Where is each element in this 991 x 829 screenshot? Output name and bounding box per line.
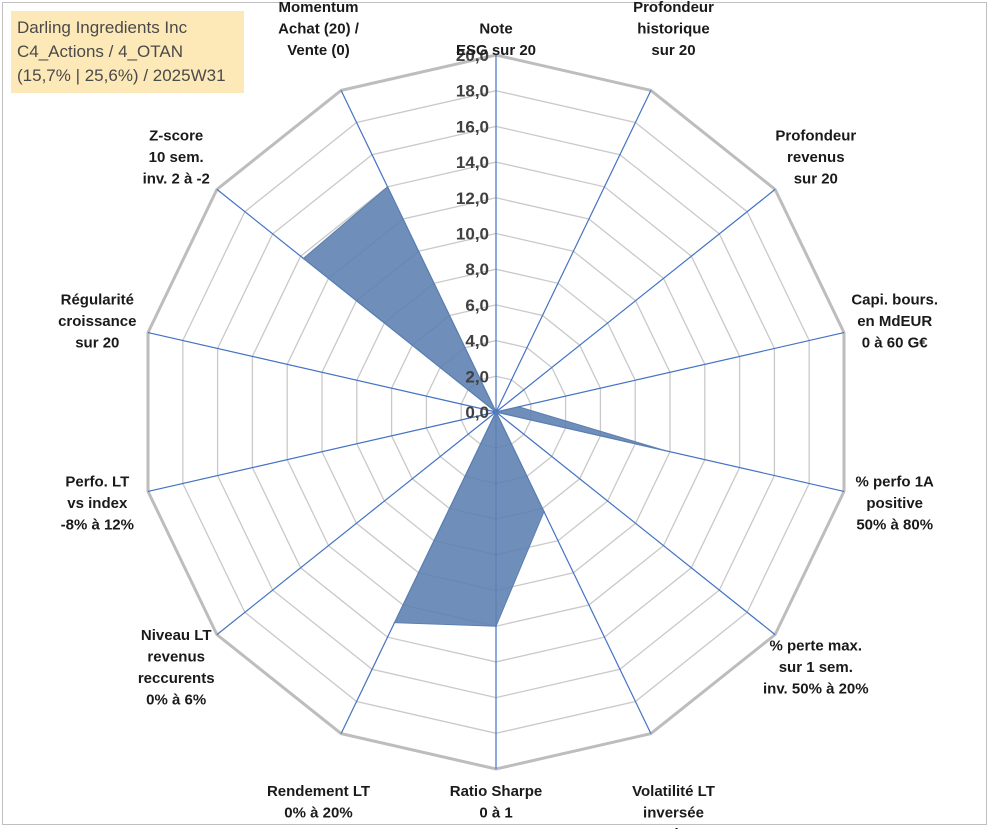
axis-label: Régularité croissance sur 20 <box>58 292 136 352</box>
axis-label: % perfo 1A positive 50% à 80% <box>856 474 935 534</box>
axis-label-line: croissance <box>58 313 136 330</box>
axis-spoke <box>216 411 497 636</box>
axis-label: Z-score 10 sem. inv. 2 à -2 <box>143 128 210 188</box>
axis-spoke <box>495 188 776 413</box>
axis-label-line: 40% à 0% <box>639 826 707 829</box>
axis-label-line: en MdEUR <box>857 313 932 330</box>
chart-title-category: C4_Actions / 4_OTAN <box>17 42 183 61</box>
axis-label: Capi. bours. en MdEUR 0 à 60 G€ <box>851 292 938 352</box>
axis-label-line: sur 20 <box>794 171 838 188</box>
axis-label-line: revenus <box>147 648 205 665</box>
axis-label-line: positive <box>866 495 923 512</box>
axis-label-line: vs index <box>67 495 128 512</box>
axis-label-line: revenus <box>787 149 845 166</box>
chart-title-box: Darling Ingredients Inc C4_Actions / 4_O… <box>11 11 244 93</box>
data-point <box>386 186 389 188</box>
tick-label: 8,0 <box>465 260 489 279</box>
data-point <box>495 411 497 413</box>
tick-label: 2,0 <box>465 367 489 386</box>
axis-label-line: 0 à 1 <box>479 805 512 822</box>
axis-label-line: Vente (0) <box>287 42 350 59</box>
axis-label: Momentum Achat (20) / Vente (0) <box>278 0 360 59</box>
axis-label-line: inversée <box>643 805 704 822</box>
chart-title-stats: (15,7% | 25,6%) / 2025W31 <box>17 66 226 85</box>
data-point <box>302 257 305 260</box>
tick-label: 0,0 <box>465 403 489 422</box>
axis-label-line: Perfo. LT <box>65 474 129 491</box>
tick-label: 6,0 <box>465 296 489 315</box>
axis-label-line: sur 20 <box>75 335 119 352</box>
axis-label: % perte max. sur 1 sem. inv. 50% à 20% <box>763 638 869 698</box>
axis-label: Profondeur revenus sur 20 <box>775 128 856 188</box>
axis-label-line: Capi. bours. <box>851 292 938 309</box>
axis-label: Niveau LT revenus reccurents 0% à 6% <box>138 627 215 709</box>
axis-spoke <box>495 332 845 413</box>
axis-label: Volatilité LT inversée 40% à 0% <box>632 783 715 829</box>
data-point <box>495 625 497 627</box>
data-point <box>664 449 666 452</box>
axis-spoke <box>495 90 652 413</box>
axis-label-line: Ratio Sharpe <box>450 783 543 800</box>
axis-label-line: 0% à 20% <box>284 805 352 822</box>
axis-label: Rendement LT 0% à 20% <box>267 783 370 822</box>
axis-spoke <box>147 332 497 413</box>
axis-label-line: inv. 2 à -2 <box>143 171 210 188</box>
axis-label-line: 0% à 6% <box>146 691 206 708</box>
data-point <box>393 621 396 624</box>
axis-label-line: Profondeur <box>633 0 714 16</box>
axis-label-line: 50% à 80% <box>856 517 933 534</box>
axis-label-line: % perfo 1A <box>856 474 935 491</box>
axis-label: Profondeur historique sur 20 <box>633 0 714 59</box>
axis-label-line: historique <box>637 21 710 38</box>
tick-label: 4,0 <box>465 332 489 351</box>
axis-spoke <box>147 411 497 492</box>
axis-label-line: 0 à 60 G€ <box>862 335 929 352</box>
data-point <box>517 406 520 408</box>
axis-label: Note ESG sur 20 <box>456 21 536 60</box>
axis-label-line: Profondeur <box>775 128 856 145</box>
tick-label: 18,0 <box>456 82 489 101</box>
axis-label-line: ESG sur 20 <box>456 42 536 59</box>
axis-label-line: % perte max. <box>770 638 863 655</box>
axis-label-line: Rendement LT <box>267 783 370 800</box>
axis-label-line: sur 1 sem. <box>779 659 853 676</box>
tick-label: 10,0 <box>456 225 489 244</box>
axis-label-line: Niveau LT <box>141 627 212 644</box>
axis-label-line: Z-score <box>149 128 203 145</box>
chart-title-company: Darling Ingredients Inc <box>17 18 188 37</box>
axis-label-line: sur 20 <box>651 42 695 59</box>
axis-label-line: Momentum <box>279 0 359 16</box>
data-point <box>543 510 545 513</box>
tick-label: 20,0 <box>456 46 489 65</box>
axis-label: Perfo. LT vs index -8% à 12% <box>61 474 134 534</box>
axis-label-line: -8% à 12% <box>61 517 134 534</box>
tick-label: 12,0 <box>456 189 489 208</box>
axis-label-line: Volatilité LT <box>632 783 715 800</box>
tick-label: 16,0 <box>456 117 489 136</box>
axis-label-line: Achat (20) / <box>278 21 360 38</box>
axis-label-line: reccurents <box>138 670 215 687</box>
axis-label-line: Régularité <box>61 292 134 309</box>
axis-label-line: inv. 50% à 20% <box>763 681 869 698</box>
axis-label: Ratio Sharpe 0 à 1 <box>450 783 543 822</box>
axis-label-line: Note <box>479 21 512 38</box>
axis-spoke <box>495 411 776 636</box>
axis-label-line: 10 sem. <box>149 149 204 166</box>
tick-label: 14,0 <box>456 153 489 172</box>
